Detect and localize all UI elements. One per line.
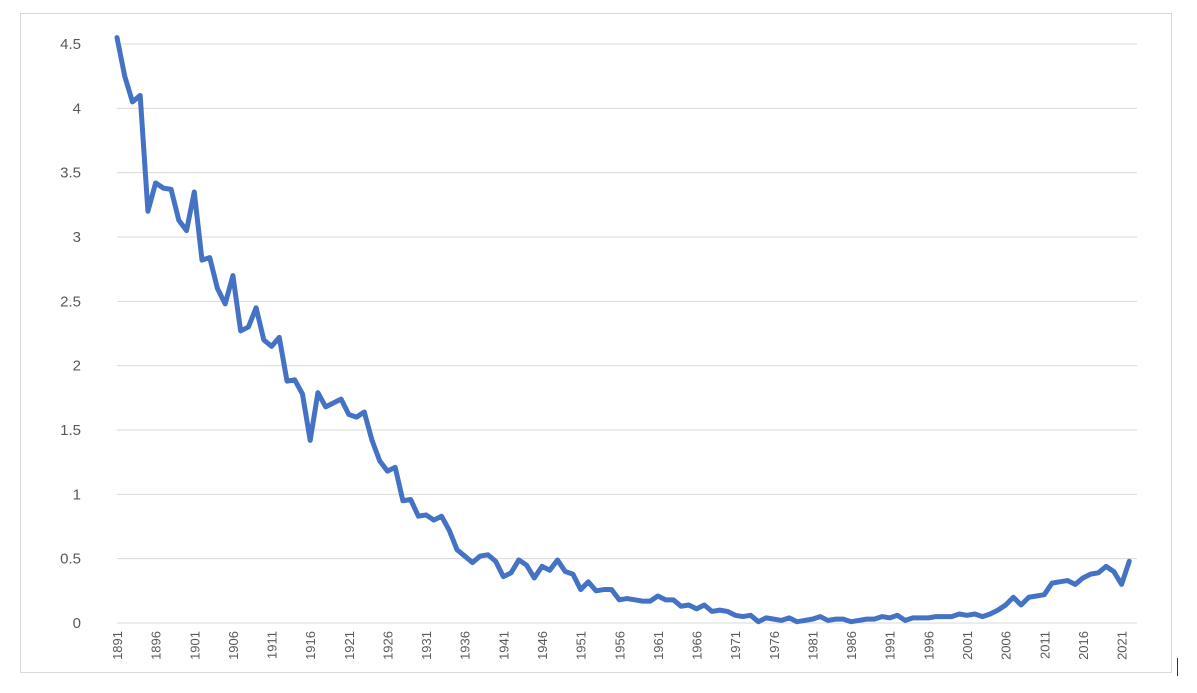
x-tick-label: 1916 bbox=[303, 631, 318, 660]
y-tick-label: 4 bbox=[73, 100, 81, 117]
y-tick-label: 4.5 bbox=[60, 36, 81, 53]
x-tick-label: 1891 bbox=[110, 631, 125, 660]
x-tick-label: 1971 bbox=[728, 631, 743, 660]
y-tick-label: 2 bbox=[73, 358, 81, 375]
y-tick-label: 2.5 bbox=[60, 293, 81, 310]
x-tick-label: 1941 bbox=[496, 631, 511, 660]
x-tick-label: 1926 bbox=[380, 631, 395, 660]
x-tick-label: 2021 bbox=[1115, 631, 1130, 660]
y-tick-label: 3.5 bbox=[60, 165, 81, 182]
text-cursor-mark bbox=[1177, 658, 1178, 676]
x-tick-label: 1976 bbox=[767, 631, 782, 660]
x-tick-label: 1981 bbox=[805, 631, 820, 660]
chart-frame: 0 0.5 1 1.5 2 2.5 3 3.5 4 4.5 1891 1896 1901 1906 191… bbox=[20, 13, 1172, 673]
y-axis-tick-labels: 0 0.5 1 1.5 2 2.5 3 3.5 4 4.5 bbox=[60, 36, 81, 632]
x-tick-label: 1946 bbox=[535, 631, 550, 660]
x-tick-label: 1896 bbox=[149, 631, 164, 660]
y-tick-label: 3 bbox=[73, 229, 81, 246]
x-tick-label: 2011 bbox=[1037, 631, 1052, 659]
x-tick-label: 1961 bbox=[651, 631, 666, 660]
series-layer bbox=[114, 35, 1132, 625]
x-tick-label: 1991 bbox=[883, 631, 898, 660]
x-axis-tick-labels: 1891 1896 1901 1906 1911 1916 1921 1926 1931 1936… bbox=[110, 631, 1130, 660]
x-tick-label: 1956 bbox=[612, 631, 627, 660]
y-tick-label: 0.5 bbox=[60, 551, 81, 568]
x-tick-label: 1911 bbox=[265, 631, 280, 659]
x-tick-label: 2001 bbox=[960, 631, 975, 660]
x-tick-label: 1966 bbox=[690, 631, 705, 660]
x-tick-label: 1951 bbox=[574, 631, 589, 660]
x-tick-label: 1931 bbox=[419, 631, 434, 660]
y-tick-label: 0 bbox=[73, 615, 81, 632]
y-tick-label: 1.5 bbox=[60, 422, 81, 439]
x-tick-label: 1921 bbox=[342, 631, 357, 660]
x-tick-label: 1996 bbox=[921, 631, 936, 660]
x-tick-label: 1906 bbox=[226, 631, 241, 660]
x-tick-label: 1986 bbox=[844, 631, 859, 660]
gridlines bbox=[117, 43, 1137, 624]
series-line-0 bbox=[114, 35, 1132, 625]
x-tick-label: 1936 bbox=[458, 631, 473, 660]
x-tick-label: 2016 bbox=[1076, 631, 1091, 660]
y-tick-label: 1 bbox=[73, 486, 81, 503]
line-chart: 0 0.5 1 1.5 2 2.5 3 3.5 4 4.5 1891 1896 1901 1906 191… bbox=[60, 35, 1137, 660]
x-tick-label: 2006 bbox=[999, 631, 1014, 660]
x-tick-label: 1901 bbox=[187, 631, 202, 660]
